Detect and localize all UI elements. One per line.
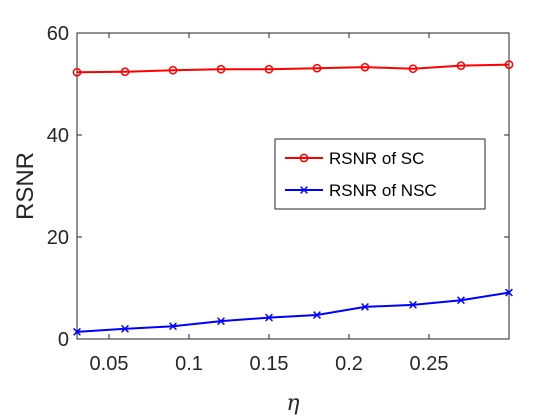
legend-label-sc: RSNR of SC [329,149,424,168]
y-tick-label: 0 [58,329,69,351]
data-point-nsc [265,313,273,322]
legend-marker-sc [299,153,309,163]
series-line-nsc [76,291,510,333]
x-tick-label: 0.1 [175,353,203,375]
data-point-nsc [409,300,417,309]
legend-marker-nsc [300,186,308,194]
x-tick-label: 0.25 [410,353,449,375]
y-tick-label: 60 [47,23,69,45]
data-point-nsc [121,324,129,333]
data-point-sc [312,63,322,73]
data-point-nsc [505,288,513,297]
data-point-sc [168,65,178,75]
series-line-sc [76,63,510,74]
legend: RSNR of SC RSNR of NSC [274,138,486,210]
legend-label-nsc: RSNR of NSC [329,181,437,200]
data-point-nsc [73,327,81,336]
legend-box [274,138,486,210]
data-point-sc [456,61,466,70]
data-point-sc [120,67,130,77]
x-axis-label: η [286,391,299,416]
x-tick-label: 0.15 [250,353,289,375]
y-tick-label: 20 [47,227,69,249]
data-point-nsc [313,311,321,319]
y-axis-label: RSNR [12,152,39,220]
x-tick-label: 0.2 [335,353,363,375]
data-point-sc [72,67,82,77]
data-point-sc [264,64,274,74]
data-point-nsc [217,317,225,326]
data-point-sc [408,64,418,74]
data-point-nsc [361,302,369,311]
data-point-sc [504,60,514,69]
data-point-sc [216,64,226,74]
x-tick-label: 0.05 [90,353,129,375]
data-point-nsc [457,296,465,305]
y-tick-label: 40 [47,125,69,147]
data-point-nsc [169,322,177,331]
data-point-sc [360,62,370,72]
